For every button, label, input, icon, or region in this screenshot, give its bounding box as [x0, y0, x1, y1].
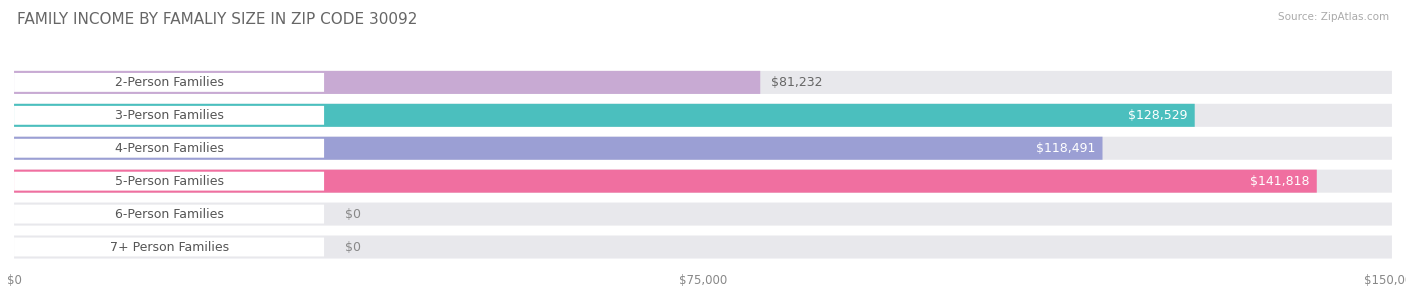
- Text: 6-Person Families: 6-Person Families: [115, 208, 224, 221]
- Text: $81,232: $81,232: [772, 76, 823, 89]
- Text: $128,529: $128,529: [1129, 109, 1188, 122]
- FancyBboxPatch shape: [14, 71, 761, 94]
- Text: 5-Person Families: 5-Person Families: [114, 175, 224, 188]
- Text: FAMILY INCOME BY FAMALIY SIZE IN ZIP CODE 30092: FAMILY INCOME BY FAMALIY SIZE IN ZIP COD…: [17, 12, 418, 27]
- Text: 4-Person Families: 4-Person Families: [115, 142, 224, 155]
- Text: 3-Person Families: 3-Person Families: [115, 109, 224, 122]
- Text: $118,491: $118,491: [1036, 142, 1095, 155]
- FancyBboxPatch shape: [14, 104, 1195, 127]
- FancyBboxPatch shape: [14, 106, 325, 125]
- FancyBboxPatch shape: [14, 104, 1392, 127]
- Text: Source: ZipAtlas.com: Source: ZipAtlas.com: [1278, 12, 1389, 22]
- Text: $0: $0: [344, 241, 361, 253]
- FancyBboxPatch shape: [14, 137, 1392, 160]
- FancyBboxPatch shape: [14, 170, 1392, 193]
- FancyBboxPatch shape: [14, 71, 1392, 94]
- FancyBboxPatch shape: [14, 139, 325, 158]
- Text: 7+ Person Families: 7+ Person Families: [110, 241, 229, 253]
- FancyBboxPatch shape: [14, 172, 325, 191]
- FancyBboxPatch shape: [14, 73, 325, 92]
- FancyBboxPatch shape: [14, 238, 325, 257]
- Text: 2-Person Families: 2-Person Families: [115, 76, 224, 89]
- FancyBboxPatch shape: [14, 205, 325, 224]
- FancyBboxPatch shape: [14, 170, 1317, 193]
- Text: $141,818: $141,818: [1250, 175, 1310, 188]
- Text: $0: $0: [344, 208, 361, 221]
- FancyBboxPatch shape: [14, 235, 1392, 259]
- FancyBboxPatch shape: [14, 137, 1102, 160]
- FancyBboxPatch shape: [14, 203, 1392, 226]
